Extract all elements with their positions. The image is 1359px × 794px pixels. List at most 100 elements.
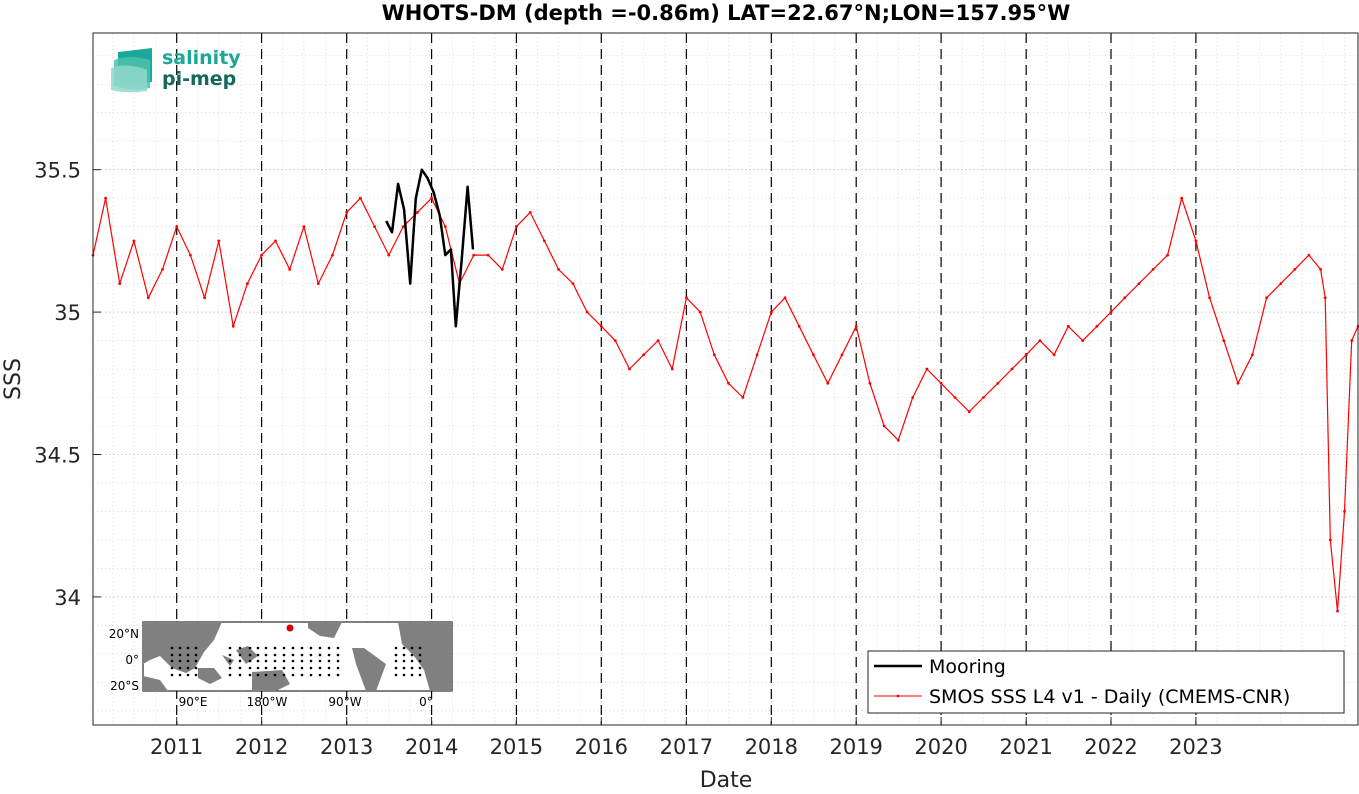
buoy-dot (336, 673, 340, 677)
buoy-dot (178, 646, 182, 650)
smos-series-line (92, 197, 1359, 612)
smos-data-point (486, 253, 490, 257)
buoy-dot (282, 646, 286, 650)
buoy-dot (402, 673, 406, 677)
smos-data-point (1251, 353, 1254, 357)
smos-data-point (1137, 282, 1141, 285)
buoy-dot (410, 673, 414, 677)
x-tick-label: 2014 (405, 735, 458, 759)
buoy-dot (309, 653, 313, 657)
smos-data-point (1038, 339, 1042, 342)
legend-swatch-smos-marker (896, 694, 900, 698)
x-tick-label: 2013 (320, 735, 373, 759)
smos-data-point (783, 296, 787, 300)
smos-data-point (1236, 381, 1240, 385)
smos-data-point (373, 225, 376, 229)
buoy-dot (410, 666, 414, 670)
y-axis: 34 34.5 35 35.5 (34, 159, 101, 610)
smos-data-point (953, 396, 957, 399)
buoy-dot (238, 653, 242, 657)
smos-data-point (1350, 339, 1354, 342)
smos-data-point (1010, 367, 1014, 371)
buoy-dot (273, 646, 277, 650)
buoy-dot (264, 653, 268, 657)
buoy-dot (228, 666, 232, 670)
x-tick-label: 2012 (235, 735, 288, 759)
buoy-dot (248, 666, 252, 670)
buoy-dot (336, 666, 340, 670)
smos-data-point (755, 353, 759, 357)
buoy-dot (178, 673, 182, 677)
buoy-dot (170, 653, 174, 657)
smos-data-point (359, 196, 362, 200)
buoy-dot (273, 673, 277, 677)
smos-data-point (515, 225, 518, 229)
smos-data-point (1222, 339, 1226, 342)
smos-data-point (670, 367, 674, 371)
plot-frame (92, 32, 1359, 726)
buoy-dot (282, 673, 286, 677)
smos-data-point (331, 253, 334, 257)
smos-data-point (939, 381, 943, 385)
buoy-dot (394, 646, 398, 650)
smos-data-point (599, 324, 603, 328)
x-tick-label: 2020 (914, 735, 967, 759)
buoy-dot (248, 646, 252, 650)
buoy-dot (291, 659, 295, 663)
buoy-dot (402, 659, 406, 663)
smos-data-point (1319, 268, 1322, 271)
smos-data-point (826, 381, 830, 385)
buoy-dot (194, 666, 198, 670)
smos-data-point (443, 225, 447, 229)
buoy-dot (256, 653, 260, 657)
mooring-location-marker (286, 624, 294, 632)
buoy-dot (228, 646, 232, 650)
smos-data-point (430, 196, 433, 200)
x-axis: 2011 2012 2013 2014 2015 2016 2017 2018 2019 2020… (150, 717, 1223, 759)
smos-data-point (260, 253, 263, 257)
inset-lon-label-180w: 180°W (247, 695, 288, 709)
smos-data-point (1066, 324, 1070, 328)
buoy-dot (318, 653, 322, 657)
buoy-dot (248, 653, 252, 657)
smos-data-point (203, 296, 207, 300)
smos-data-point (189, 253, 192, 257)
smos-data-point (401, 225, 405, 229)
smos-data-point (1323, 296, 1327, 300)
smos-data-point (727, 381, 730, 385)
smos-data-point (1180, 196, 1184, 200)
buoy-dot (318, 673, 322, 677)
wave-logo-icon (111, 48, 152, 93)
buoy-dot (394, 673, 398, 677)
smos-data-point (698, 310, 702, 314)
inset-lon-label-90e: 90°E (179, 695, 208, 709)
buoy-dot (282, 653, 286, 657)
smos-data-point (812, 353, 815, 357)
buoy-dot (291, 666, 295, 670)
buoy-dot (264, 646, 268, 650)
buoy-dot (336, 646, 340, 650)
buoy-dot (418, 659, 422, 663)
buoy-dot (318, 646, 322, 650)
smos-data-point (1109, 310, 1113, 314)
buoy-dot (170, 659, 174, 663)
smos-data-point (925, 367, 929, 371)
y-tick-label: 35.5 (34, 159, 81, 183)
series-layer (91, 168, 1359, 613)
smos-data-point (797, 324, 801, 328)
smos-data-point (1081, 339, 1085, 342)
buoy-dot (418, 646, 422, 650)
buoy-dot (327, 653, 331, 657)
smos-data-point (1279, 282, 1283, 285)
smos-data-point (868, 381, 872, 385)
buoy-dot (418, 653, 422, 657)
buoy-dot (394, 666, 398, 670)
inset-lon-label-90w: 90°W (328, 695, 361, 709)
smos-data-point (1208, 296, 1211, 300)
x-tick-label: 2019 (829, 735, 882, 759)
inset-lat-label-20n: 20°N (109, 627, 139, 641)
logo-line-1: salinity (162, 47, 241, 69)
buoy-dot (300, 666, 304, 670)
smos-data-point (118, 282, 122, 285)
buoy-dot (186, 659, 190, 663)
